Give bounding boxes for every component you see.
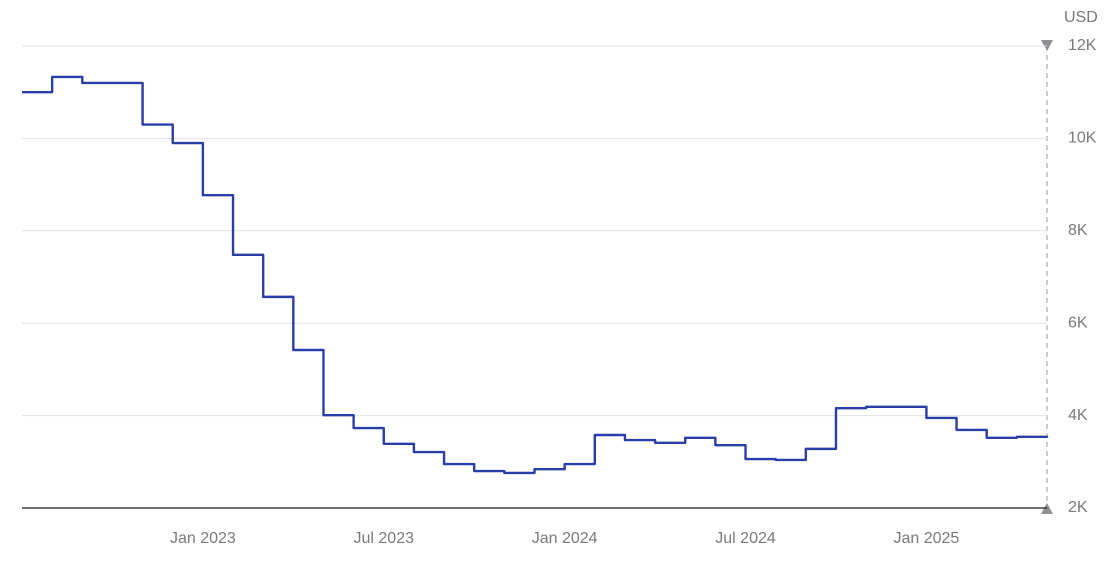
x-tick-label: Jan 2023: [170, 530, 236, 547]
y-tick-label: 12K: [1068, 37, 1097, 54]
y-tick-label: 6K: [1068, 314, 1088, 331]
y-tick-label: 8K: [1068, 222, 1088, 239]
y-tick-label: 4K: [1068, 407, 1088, 424]
x-tick-label: Jul 2024: [715, 530, 776, 547]
y-tick-label: 10K: [1068, 130, 1097, 147]
y-tick-label: 2K: [1068, 499, 1088, 516]
price-line: [22, 75, 1049, 475]
x-tick-label: Jan 2025: [893, 530, 959, 547]
y-axis-label: USD: [1064, 9, 1098, 26]
x-tick-label: Jul 2023: [354, 530, 415, 547]
x-tick-label: Jan 2024: [532, 530, 598, 547]
